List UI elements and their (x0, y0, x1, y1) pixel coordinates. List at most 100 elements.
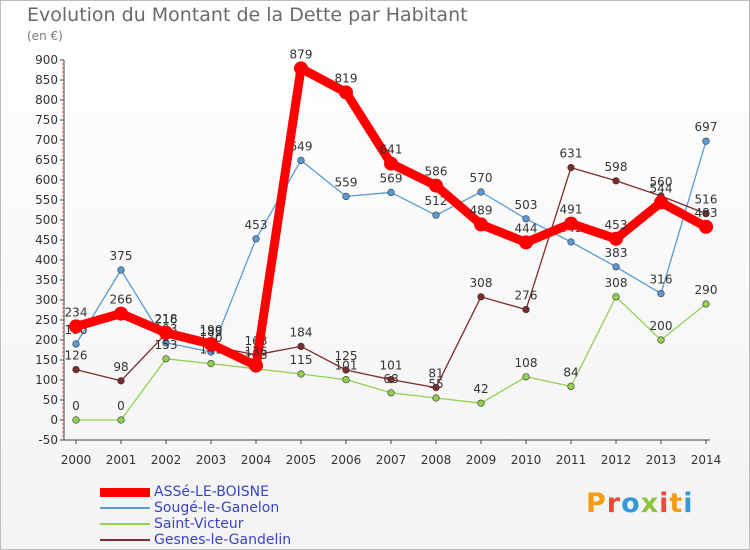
logo-letter: i (659, 488, 670, 519)
y-tick-label: 100 (35, 373, 58, 387)
data-point (342, 192, 350, 200)
legend-item: Saint-Victeur (100, 516, 291, 532)
data-point (72, 416, 80, 424)
data-point (699, 219, 713, 234)
x-tick-label: 2009 (466, 453, 497, 467)
chart-subtitle: (en €) (27, 29, 63, 43)
data-point (612, 177, 620, 185)
data-label: 586 (425, 165, 448, 179)
data-point (117, 416, 125, 424)
data-label: 569 (380, 171, 403, 185)
logo-letter: o (621, 488, 641, 519)
axes: -500501001502002503003504004505005506006… (35, 53, 721, 467)
data-point (474, 217, 488, 232)
y-tick-label: 650 (35, 153, 58, 167)
data-label: 879 (290, 47, 313, 61)
data-point (612, 293, 620, 301)
y-tick-label: 600 (35, 173, 58, 187)
data-point (387, 389, 395, 397)
data-label: 631 (560, 147, 583, 161)
y-tick-label: -50 (38, 433, 58, 447)
data-point (609, 231, 623, 246)
data-label: 216 (155, 313, 178, 327)
data-point (567, 382, 575, 391)
data-point (432, 394, 440, 402)
legend-label: Sougé-le-Ganelon (154, 500, 280, 516)
data-point (162, 355, 170, 363)
logo-letter: x (640, 488, 660, 519)
data-point (477, 399, 485, 407)
logo-letter: t (669, 488, 684, 519)
y-tick-label: 400 (35, 253, 58, 267)
data-point (159, 325, 173, 340)
data-point (72, 366, 80, 374)
legend-label: ASSé-LE-BOISNE (154, 484, 269, 500)
data-label: 185 (200, 325, 223, 339)
legend-swatch (100, 507, 150, 509)
data-point (297, 156, 305, 164)
data-label: 153 (155, 338, 178, 352)
x-tick-label: 2001 (106, 453, 137, 467)
x-tick-label: 2014 (691, 453, 722, 467)
data-point (612, 263, 620, 271)
data-point (432, 211, 440, 219)
data-label: 108 (515, 356, 538, 370)
data-point (294, 61, 308, 76)
data-label: 453 (245, 218, 268, 232)
logo-letter: i (683, 488, 694, 519)
data-point (297, 370, 305, 378)
x-tick-label: 2013 (646, 453, 677, 467)
x-tick-label: 2007 (376, 453, 407, 467)
data-label: 184 (290, 325, 313, 339)
data-point (387, 376, 395, 384)
data-label: 84 (563, 365, 578, 379)
y-tick-label: 300 (35, 293, 58, 307)
data-label: 375 (110, 249, 133, 263)
proxiti-logo: Proxiti (586, 488, 694, 519)
data-point (297, 342, 305, 351)
data-label: 641 (380, 143, 403, 157)
data-point (342, 376, 350, 384)
y-tick-label: 500 (35, 213, 58, 227)
data-point (657, 336, 665, 344)
logo-letter: P (586, 488, 607, 519)
y-tick-label: 900 (35, 53, 58, 67)
data-label: 697 (695, 120, 718, 134)
data-point (384, 156, 398, 171)
series-Saint-Victeur: 0015314112811510168554210884308200290 (72, 276, 717, 424)
x-tick-label: 2006 (331, 453, 362, 467)
data-point (207, 360, 215, 368)
data-point (519, 235, 533, 250)
y-tick-label: 200 (35, 333, 58, 347)
data-point (567, 238, 575, 246)
data-label: 819 (335, 71, 358, 85)
y-tick-label: 750 (35, 113, 58, 127)
data-label: 115 (290, 353, 313, 367)
y-tick-label: 850 (35, 73, 58, 87)
data-point (522, 215, 530, 223)
data-point (522, 373, 530, 381)
data-label: 308 (605, 276, 628, 290)
x-tick-label: 2004 (241, 453, 272, 467)
y-tick-label: 50 (43, 393, 58, 407)
data-label: 101 (335, 359, 358, 373)
data-point (477, 188, 485, 196)
data-label: 503 (515, 198, 538, 212)
logo-letter: r (606, 488, 622, 519)
legend-label: Gesnes-le-Gandelin (154, 532, 292, 548)
data-label: 290 (695, 283, 718, 297)
data-point (342, 366, 350, 374)
data-label: 559 (335, 175, 358, 189)
data-label: 234 (65, 305, 88, 319)
data-point (432, 384, 440, 392)
data-label: 516 (695, 193, 718, 207)
data-label: 444 (515, 221, 538, 235)
data-label: 81 (428, 367, 443, 381)
data-point (657, 290, 665, 298)
data-point (117, 266, 125, 274)
x-tick-label: 2012 (601, 453, 632, 467)
data-point (522, 306, 530, 314)
y-tick-label: 800 (35, 93, 58, 107)
x-tick-label: 2005 (286, 453, 317, 467)
